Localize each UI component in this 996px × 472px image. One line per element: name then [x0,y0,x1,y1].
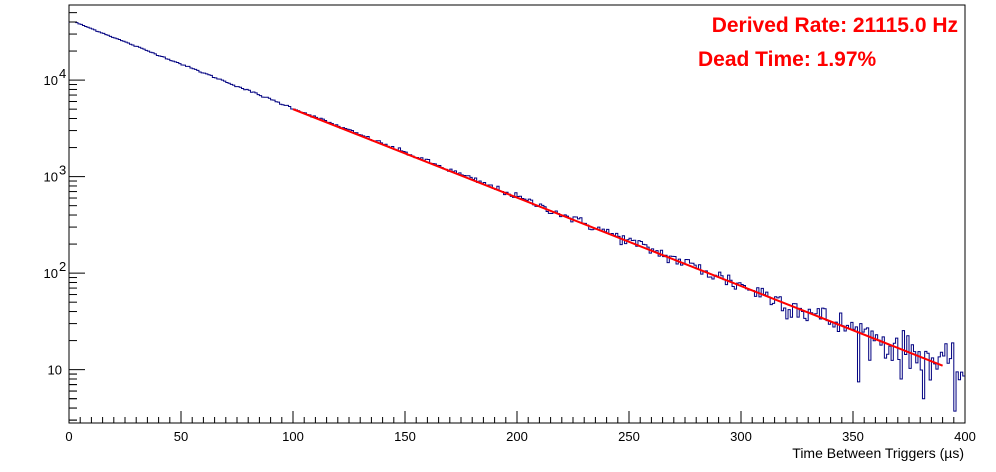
x-axis-title: Time Between Triggers (µs) [792,445,964,461]
histogram-layer [68,21,965,412]
y-tick-label: 10 [44,73,58,88]
x-tick-label: 200 [506,429,528,444]
derived-rate-annotation: Derived Rate: 21115.0 Hz [712,14,958,37]
y-tick-exponent: 4 [59,66,66,81]
x-tick-label: 400 [954,429,976,444]
x-tick-label: 0 [65,429,72,444]
axis-ticks [68,4,966,423]
x-tick-label: 150 [394,429,416,444]
x-tick-label: 300 [730,429,752,444]
y-tick-label: 10 [44,266,58,281]
fit-layer [292,108,943,367]
x-tick-label: 250 [618,429,640,444]
x-tick-label: 350 [842,429,864,444]
dead-time-annotation: Dead Time: 1.97% [698,48,877,71]
x-tick-label: 100 [282,429,304,444]
histogram-series [68,21,965,412]
y-tick-label: 10 [44,170,58,185]
y-tick-label: 10 [48,363,62,378]
fit-series [292,108,943,367]
x-tick-label: 50 [174,429,188,444]
y-tick-exponent: 2 [59,259,66,274]
y-tick-exponent: 3 [59,163,66,178]
